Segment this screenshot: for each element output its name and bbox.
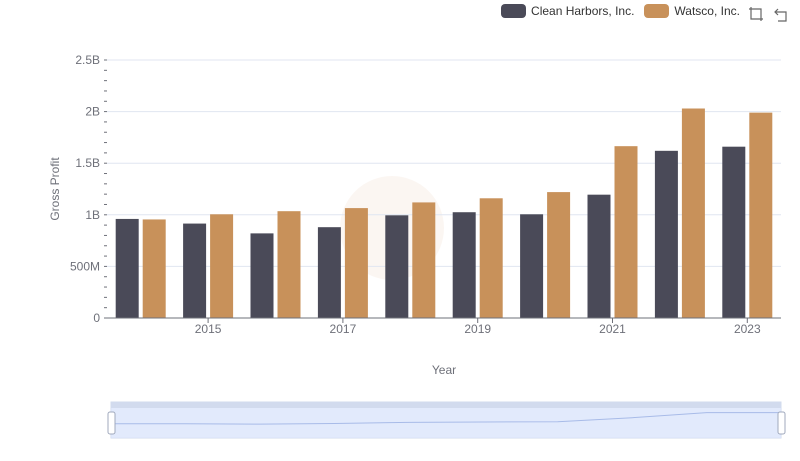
y-tick-label: 500M: [70, 259, 100, 273]
x-tick-label: 2017: [330, 322, 357, 336]
bar-clean-harbors-2016[interactable]: [250, 233, 274, 318]
x-axis: 2015 2017 2019 2021 2023: [107, 317, 781, 336]
zoom-icon[interactable]: [748, 6, 764, 22]
y-tick-label: 1B: [85, 208, 100, 222]
x-tick-label: 2015: [195, 322, 222, 336]
bar-clean-harbors-2017[interactable]: [317, 227, 341, 318]
bar-clean-harbors-2022[interactable]: [654, 150, 678, 318]
bar-watsco-2021[interactable]: [614, 146, 638, 318]
slider-handle-left[interactable]: [107, 411, 116, 435]
y-tick-label: 0: [93, 311, 100, 325]
bar-clean-harbors-2018[interactable]: [385, 215, 409, 318]
bar-watsco-2015[interactable]: [210, 214, 234, 318]
bar-clean-harbors-2019[interactable]: [452, 212, 476, 318]
data-zoom-slider[interactable]: [107, 401, 786, 439]
bar-clean-harbors-2023[interactable]: [722, 146, 746, 318]
legend-label-watsco: Watsco, Inc.: [674, 4, 740, 18]
slider-top-bar[interactable]: [111, 402, 781, 408]
legend-label-clean-harbors: Clean Harbors, Inc.: [531, 4, 635, 18]
slider-selection: [111, 408, 781, 438]
bar-watsco-2014[interactable]: [142, 219, 166, 318]
bar-clean-harbors-2014[interactable]: [115, 218, 139, 318]
x-axis-label: Year: [432, 363, 456, 377]
y-axis: 0 500M 1B 1.5B 2B 2.5B: [70, 53, 107, 325]
bar-clean-harbors-2015[interactable]: [183, 223, 207, 318]
slider-handle-right[interactable]: [777, 411, 786, 435]
y-axis-label: Gross Profit: [48, 157, 62, 221]
bar-watsco-2022[interactable]: [681, 108, 705, 318]
restore-icon[interactable]: [774, 6, 790, 22]
y-tick-label: 2.5B: [75, 53, 100, 67]
grid-lines: [107, 59, 781, 267]
bar-watsco-2023[interactable]: [749, 112, 773, 319]
x-tick-label: 2021: [599, 322, 626, 336]
y-tick-label: 1.5B: [75, 156, 100, 170]
legend-item-clean-harbors[interactable]: Clean Harbors, Inc.: [501, 4, 634, 18]
bar-watsco-2019[interactable]: [479, 198, 503, 318]
legend-swatch-clean-harbors: [501, 4, 527, 18]
legend-item-watsco[interactable]: Watsco, Inc.: [644, 4, 740, 18]
bar-clean-harbors-2020[interactable]: [520, 214, 544, 318]
toolbox: [738, 6, 790, 22]
x-tick-label: 2019: [464, 322, 491, 336]
bar-watsco-2020[interactable]: [547, 192, 571, 318]
bar-watsco-2016[interactable]: [277, 211, 301, 318]
y-tick-label: 2B: [85, 105, 100, 119]
bar-watsco-2018[interactable]: [412, 202, 436, 318]
legend-swatch-watsco: [644, 4, 670, 18]
bars: [115, 108, 773, 319]
legend: Clean Harbors, Inc. Watsco, Inc.: [491, 4, 740, 18]
bar-watsco-2017[interactable]: [344, 208, 368, 318]
x-tick-label: 2023: [734, 322, 761, 336]
slider-preview-line: [111, 412, 781, 425]
bar-clean-harbors-2021[interactable]: [587, 194, 611, 318]
